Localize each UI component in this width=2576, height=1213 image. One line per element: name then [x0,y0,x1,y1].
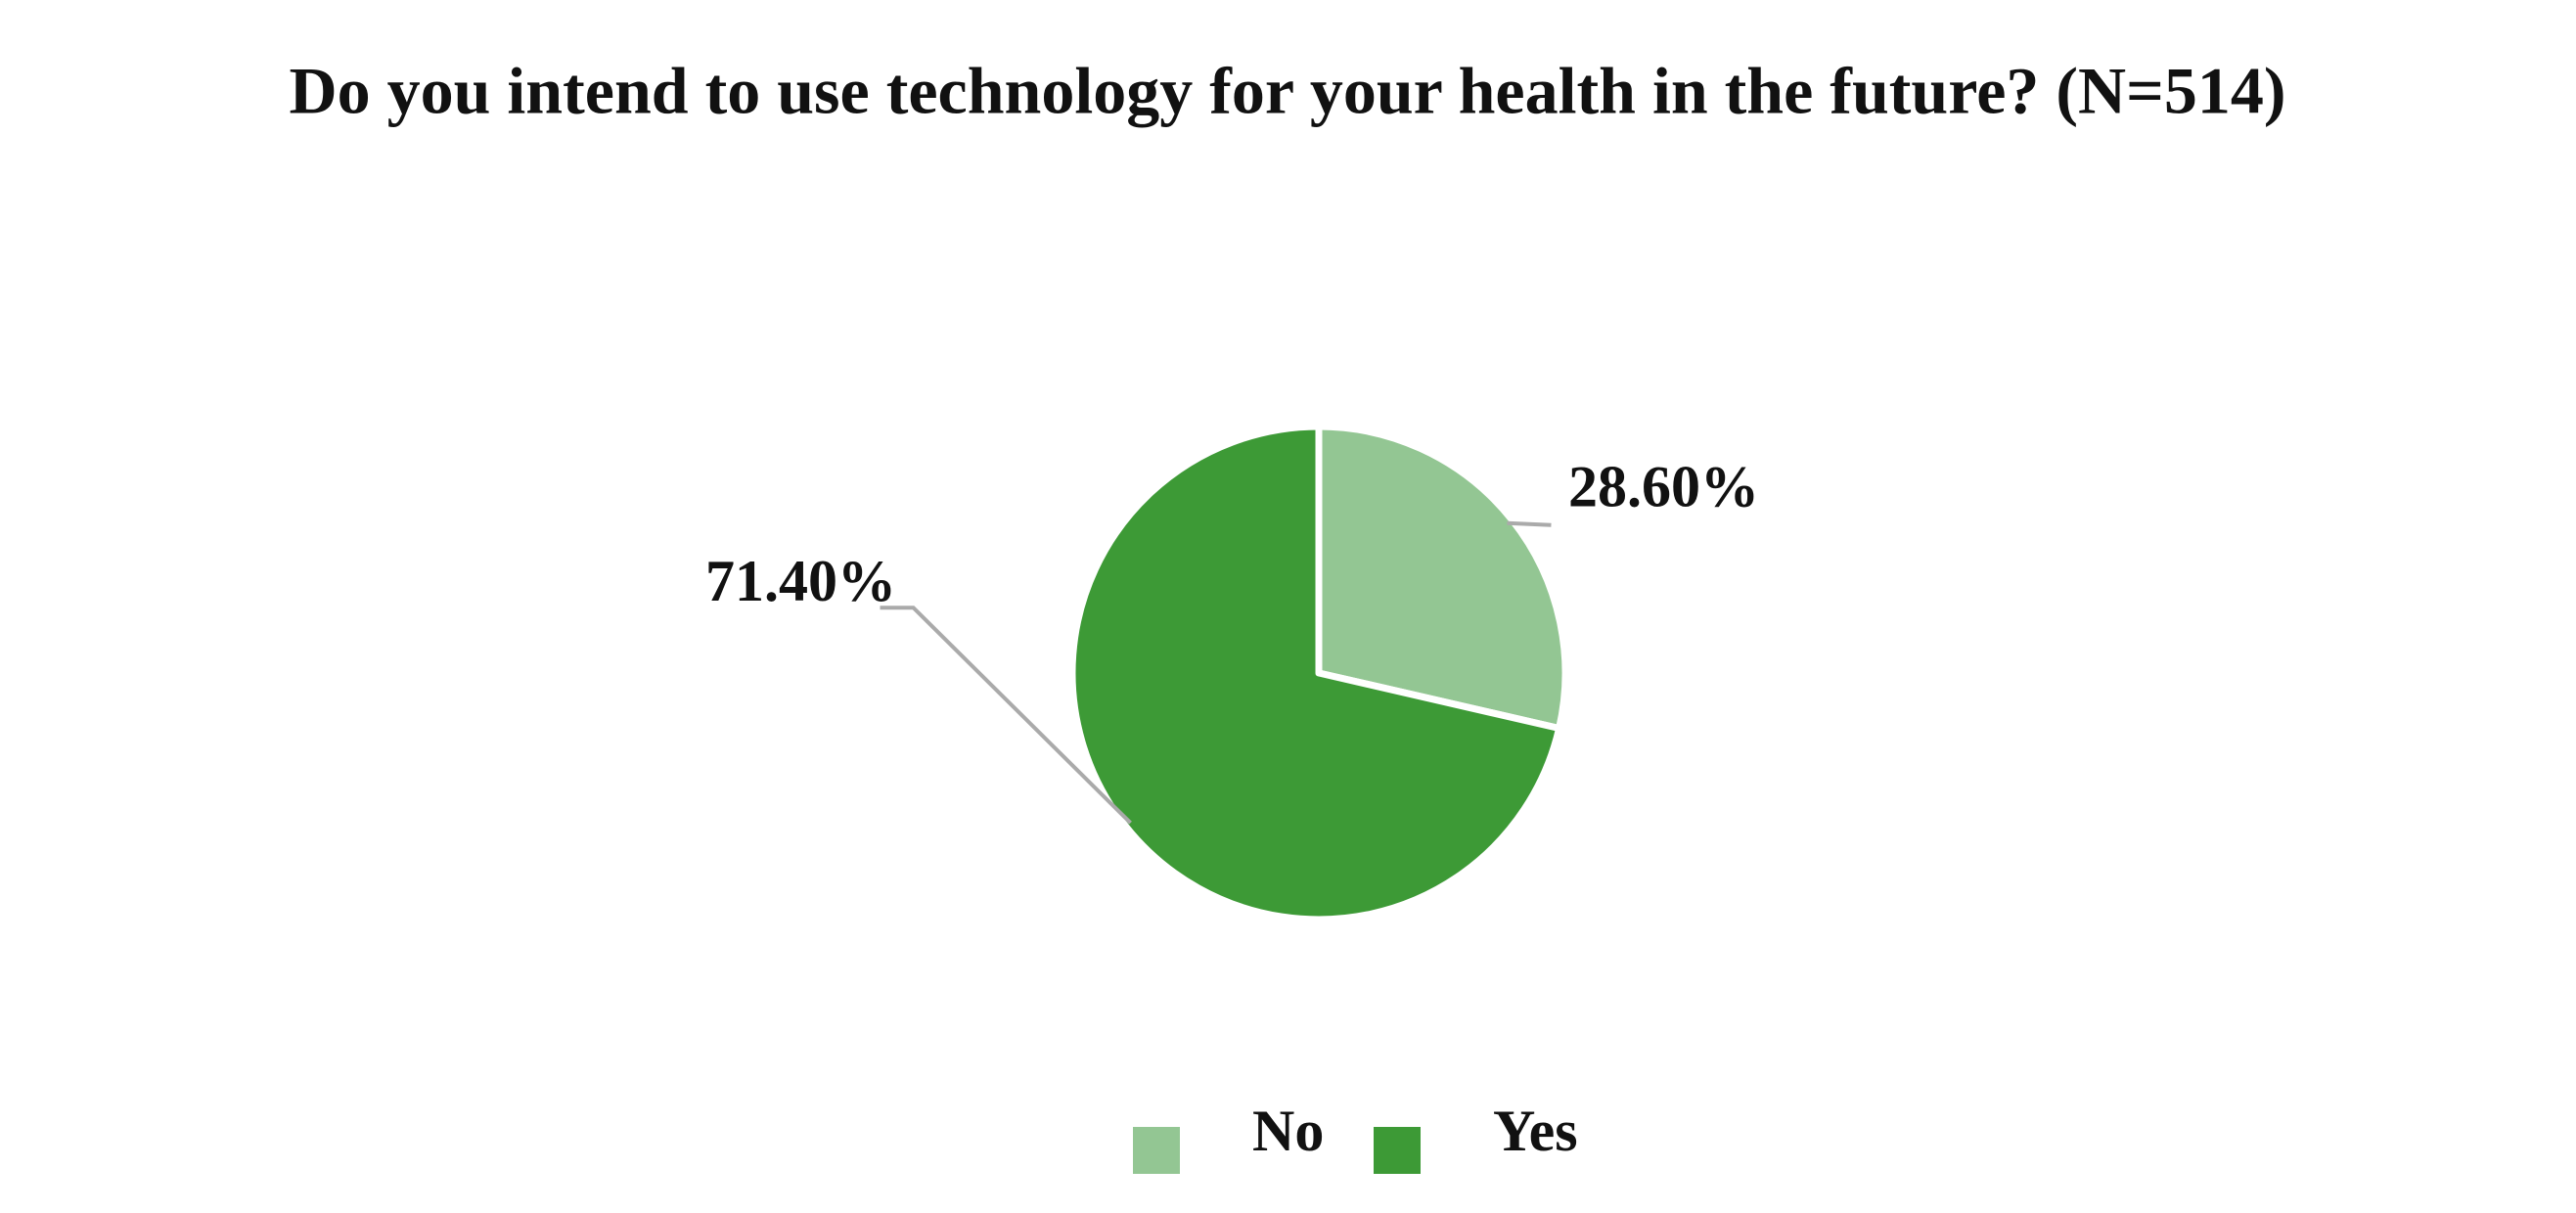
legend-swatch [1374,1127,1421,1174]
legend-label: Yes [1493,1099,1578,1163]
data-label: 71.40% [705,549,896,613]
chart-title: Do you intend to use technology for your… [289,54,2285,128]
legend-swatch [1133,1127,1180,1174]
pie-slice [1315,423,1569,733]
leader-line [880,606,1132,825]
data-label: 28.60% [1568,455,1759,519]
leader-line [1507,520,1552,527]
pie-slice [1068,423,1563,923]
legend-label: No [1252,1099,1324,1163]
